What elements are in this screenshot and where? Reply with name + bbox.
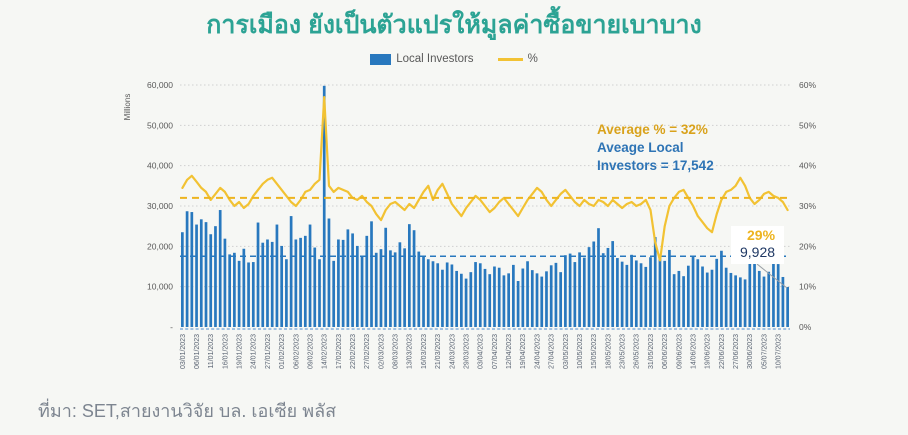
svg-text:05/07/2023: 05/07/2023	[761, 334, 768, 369]
svg-text:09/02/2023: 09/02/2023	[307, 334, 314, 369]
svg-text:40%: 40%	[799, 161, 816, 171]
svg-text:0%: 0%	[799, 322, 812, 332]
svg-text:08/03/2023: 08/03/2023	[393, 334, 400, 369]
svg-text:03/04/2023: 03/04/2023	[478, 334, 485, 369]
annotation-last-point: 29% 9,928	[731, 226, 785, 264]
svg-text:22/06/2023: 22/06/2023	[719, 334, 726, 369]
svg-text:24/04/2023: 24/04/2023	[534, 334, 541, 369]
right-axis-ticks: 60% 50% 40% 30% 20% 10% 0%	[799, 80, 816, 332]
svg-text:16/03/2023: 16/03/2023	[421, 334, 428, 369]
svg-text:03/01/2023: 03/01/2023	[180, 334, 187, 369]
svg-text:01/02/2023: 01/02/2023	[279, 334, 286, 369]
svg-text:20,000: 20,000	[147, 241, 173, 251]
legend-item-local-investors: Local Investors	[370, 53, 474, 65]
annotation-average-pct: Average % = 32%	[597, 122, 708, 137]
svg-text:30/06/2023: 30/06/2023	[747, 334, 754, 369]
left-axis-title: Millions	[123, 94, 132, 121]
annotation-arrow	[756, 263, 788, 289]
svg-text:-: -	[170, 322, 173, 332]
svg-text:14/06/2023: 14/06/2023	[690, 334, 697, 369]
svg-text:06/01/2023: 06/01/2023	[194, 334, 201, 369]
left-axis-ticks: 60,000 50,000 40,000 30,000 20,000 10,000 - Mil…	[123, 80, 173, 332]
legend-item-pct: %	[497, 53, 538, 65]
svg-text:19/01/2023: 19/01/2023	[237, 334, 244, 369]
svg-text:27/02/2023: 27/02/2023	[364, 334, 371, 369]
svg-text:21/03/2023: 21/03/2023	[435, 334, 442, 369]
svg-text:17/02/2023: 17/02/2023	[336, 334, 343, 369]
svg-text:09/06/2023: 09/06/2023	[676, 334, 683, 369]
annotation-last-pct: 29%	[747, 227, 776, 243]
svg-text:24/01/2023: 24/01/2023	[251, 334, 258, 369]
legend-label-local-investors: Local Investors	[396, 53, 474, 65]
x-axis-date-labels: 03/01/2023 06/01/2023 11/01/2023 16/01/2023…	[180, 334, 783, 369]
svg-text:19/06/2023: 19/06/2023	[705, 334, 712, 369]
svg-text:31/05/2023: 31/05/2023	[648, 334, 655, 369]
svg-text:50%: 50%	[799, 120, 816, 130]
svg-text:60%: 60%	[799, 80, 816, 90]
svg-text:10,000: 10,000	[147, 282, 173, 292]
svg-text:15/05/2023: 15/05/2023	[591, 334, 598, 369]
line-swatch-icon	[497, 57, 523, 61]
page-title: การเมือง ยังเป็นตัวแปรให้มูลค่าซื้อขายเบ…	[206, 11, 702, 39]
svg-text:06/06/2023: 06/06/2023	[662, 334, 669, 369]
svg-text:22/02/2023: 22/02/2023	[350, 334, 357, 369]
svg-text:03/05/2023: 03/05/2023	[563, 334, 570, 369]
svg-text:50,000: 50,000	[147, 120, 173, 130]
svg-text:60,000: 60,000	[147, 80, 173, 90]
svg-text:10/07/2023: 10/07/2023	[776, 334, 783, 369]
svg-text:07/04/2023: 07/04/2023	[492, 334, 499, 369]
bar-swatch-icon	[370, 53, 392, 65]
source-note: ที่มา: SET,สายงานวิจัย บล. เอเซีย พลัส	[38, 401, 337, 421]
svg-text:18/05/2023: 18/05/2023	[605, 334, 612, 369]
svg-text:40,000: 40,000	[147, 161, 173, 171]
svg-text:30%: 30%	[799, 201, 816, 211]
local-investors-bars	[181, 85, 789, 327]
svg-text:06/02/2023: 06/02/2023	[293, 334, 300, 369]
chart-legend: Local Investors %	[0, 53, 908, 65]
annotation-average-local-1: Aveage Local	[597, 140, 684, 155]
svg-text:24/03/2023: 24/03/2023	[449, 334, 456, 369]
svg-text:14/02/2023: 14/02/2023	[322, 334, 329, 369]
legend-label-pct: %	[527, 53, 538, 65]
pct-line	[181, 95, 789, 262]
svg-text:26/05/2023: 26/05/2023	[634, 334, 641, 369]
svg-text:20%: 20%	[799, 241, 816, 251]
svg-text:16/01/2023: 16/01/2023	[222, 334, 229, 369]
svg-text:02/03/2023: 02/03/2023	[378, 334, 385, 369]
svg-text:27/04/2023: 27/04/2023	[549, 334, 556, 369]
annotation-average-local-2: Investors = 17,542	[597, 158, 714, 173]
svg-text:27/01/2023: 27/01/2023	[265, 334, 272, 369]
svg-text:27/06/2023: 27/06/2023	[733, 334, 740, 369]
svg-text:30,000: 30,000	[147, 201, 173, 211]
svg-text:19/04/2023: 19/04/2023	[520, 334, 527, 369]
annotation-last-bar: 9,928	[740, 244, 776, 260]
svg-text:10/05/2023: 10/05/2023	[577, 334, 584, 369]
svg-text:11/01/2023: 11/01/2023	[208, 334, 215, 369]
svg-text:13/03/2023: 13/03/2023	[407, 334, 414, 369]
annotation-averages: Average % = 32% Aveage Local Investors =…	[597, 121, 714, 175]
svg-text:29/03/2023: 29/03/2023	[463, 334, 470, 369]
svg-text:23/05/2023: 23/05/2023	[620, 334, 627, 369]
svg-text:12/04/2023: 12/04/2023	[506, 334, 513, 369]
svg-text:10%: 10%	[799, 282, 816, 292]
